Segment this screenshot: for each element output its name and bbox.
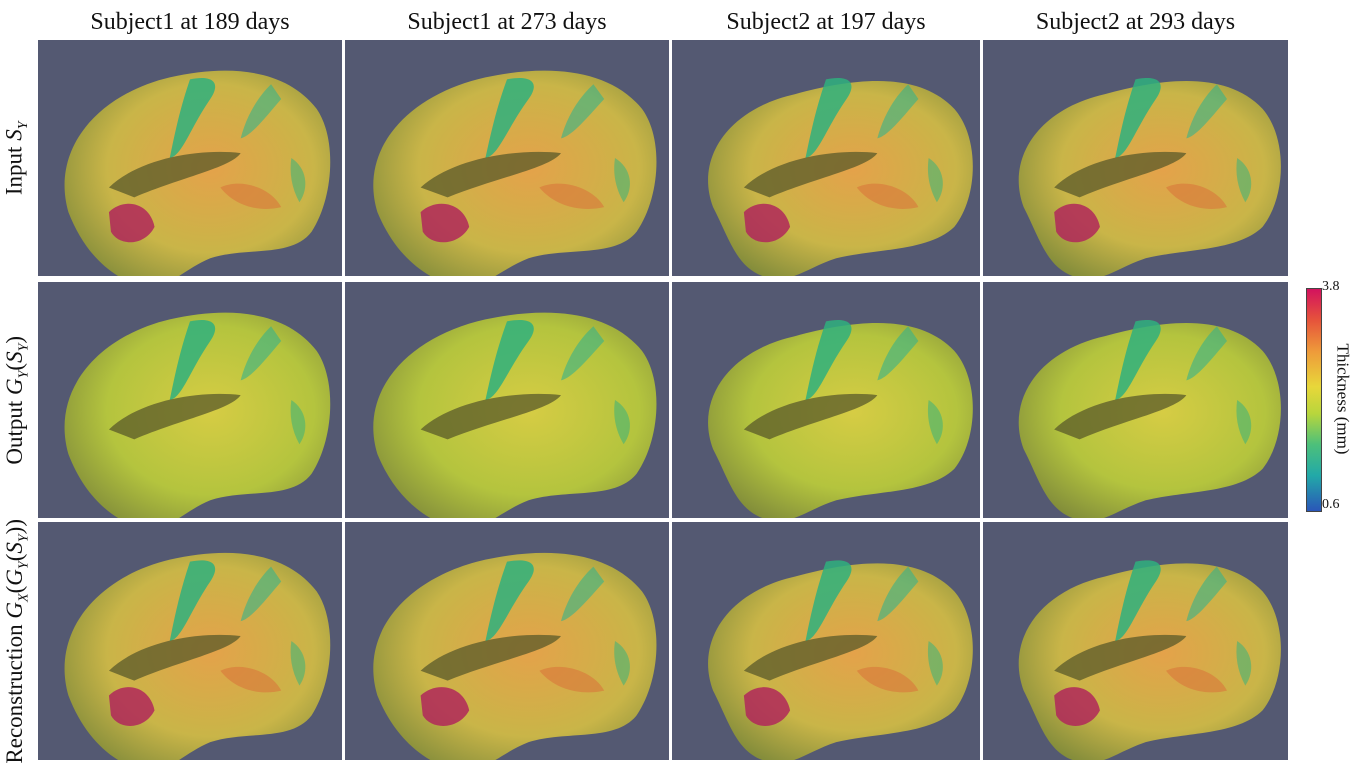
column-title-3: Subject2 at 197 days <box>726 9 926 35</box>
brain-panel-output-4 <box>983 282 1288 518</box>
column-title-4: Subject2 at 293 days <box>1035 9 1236 35</box>
brain-panel-input-1 <box>38 40 342 276</box>
brain-panel-output-2 <box>345 282 669 518</box>
brain-panel-output-1 <box>38 282 342 518</box>
brain-panel-reconstruction-2 <box>345 522 669 760</box>
brain-panel-reconstruction-3 <box>672 522 980 760</box>
colorbar <box>1306 288 1322 512</box>
colorbar-max-label: 3.8 <box>1322 279 1340 294</box>
brain-panel-input-4 <box>983 40 1288 276</box>
row-title-output: Output GY(SY) <box>1 335 32 465</box>
colorbar-min-label: 0.6 <box>1322 497 1340 512</box>
column-title-1: Subject1 at 189 days <box>90 9 290 35</box>
brain-panel-input-3 <box>672 40 980 276</box>
brain-panel-reconstruction-1 <box>38 522 342 760</box>
column-title-2: Subject1 at 273 days <box>407 9 607 35</box>
colorbar-title: Thickness (mm) <box>1333 343 1353 455</box>
row-title-input: Input SY <box>1 121 32 195</box>
brain-panel-reconstruction-4 <box>983 522 1288 760</box>
row-title-reconstruction: Reconstruction GX(GY(SY)) <box>1 518 32 763</box>
brain-panel-output-3 <box>672 282 980 518</box>
brain-panel-input-2 <box>345 40 669 276</box>
